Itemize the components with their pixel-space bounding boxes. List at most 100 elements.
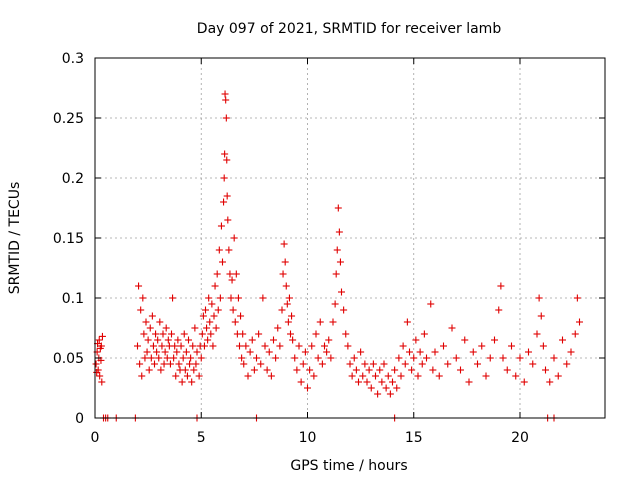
data-point <box>217 222 225 230</box>
data-point <box>512 372 520 380</box>
data-point <box>427 300 435 308</box>
data-point <box>278 306 286 314</box>
data-point <box>141 354 149 362</box>
data-point <box>191 324 199 332</box>
data-point <box>378 378 386 386</box>
data-point <box>297 378 305 386</box>
data-point <box>554 372 562 380</box>
data-point <box>525 348 532 356</box>
data-point <box>331 300 339 308</box>
data-point <box>410 354 418 362</box>
data-point <box>348 372 356 380</box>
data-point <box>223 192 231 200</box>
data-point <box>355 378 362 386</box>
data-point <box>329 318 337 326</box>
data-point <box>143 348 151 356</box>
y-tick-label: 0.1 <box>62 291 84 307</box>
data-point <box>193 348 201 356</box>
data-point <box>144 336 152 344</box>
data-point <box>332 270 340 278</box>
data-point <box>299 360 307 368</box>
data-point <box>499 354 507 362</box>
data-point <box>152 330 160 338</box>
data-point <box>559 336 566 344</box>
data-point <box>200 342 208 350</box>
data-point <box>444 360 452 368</box>
data-point <box>412 336 420 344</box>
data-point <box>206 318 214 326</box>
data-point <box>482 372 490 380</box>
data-point <box>156 318 164 326</box>
data-point <box>287 330 294 338</box>
data-point <box>168 330 175 338</box>
grid-lines <box>95 58 605 418</box>
data-point <box>529 360 537 368</box>
data-point <box>96 372 104 380</box>
data-point <box>391 366 399 374</box>
data-point <box>160 360 168 368</box>
data-point <box>461 336 469 344</box>
data-point <box>267 372 275 380</box>
data-point <box>153 348 161 356</box>
data-point <box>429 366 437 374</box>
data-point <box>469 348 477 356</box>
data-point <box>478 342 486 350</box>
data-point <box>369 360 377 368</box>
data-point <box>138 372 146 380</box>
data-point <box>338 288 345 296</box>
data-point <box>228 276 236 284</box>
data-point <box>209 342 217 350</box>
x-tick-label: 15 <box>405 430 423 446</box>
data-point <box>308 342 316 350</box>
data-point <box>146 324 154 332</box>
data-point <box>92 360 100 368</box>
data-point <box>225 246 233 254</box>
data-point <box>234 294 242 302</box>
data-point <box>546 378 554 386</box>
data-point <box>361 360 369 368</box>
data-point <box>397 372 405 380</box>
data-point <box>220 198 228 206</box>
data-point <box>169 294 177 302</box>
x-tick-label: 10 <box>299 430 317 446</box>
data-point <box>465 378 473 386</box>
x-tick-label: 0 <box>91 430 100 446</box>
data-point <box>227 294 235 302</box>
data-point <box>208 300 216 308</box>
data-point <box>139 294 147 302</box>
data-point <box>276 342 284 350</box>
data-point <box>403 318 411 326</box>
data-points <box>92 90 583 422</box>
data-point <box>178 378 186 386</box>
data-point <box>340 306 348 314</box>
data-point <box>197 354 205 362</box>
data-point <box>179 354 187 362</box>
data-point <box>291 354 299 362</box>
data-point <box>344 342 352 350</box>
data-point <box>533 330 541 338</box>
data-point <box>334 204 342 212</box>
data-point <box>401 360 409 368</box>
data-point <box>212 324 220 332</box>
data-point <box>282 282 290 290</box>
data-point <box>416 348 424 356</box>
data-point <box>232 270 240 278</box>
data-point <box>188 378 196 386</box>
data-point <box>175 360 183 368</box>
data-point <box>440 342 447 350</box>
data-point <box>214 306 222 314</box>
data-point <box>265 348 273 356</box>
data-point <box>382 384 390 392</box>
data-point <box>192 360 200 368</box>
y-tick-label: 0.3 <box>62 51 84 67</box>
y-tick-label: 0 <box>75 411 84 427</box>
data-point <box>195 372 203 380</box>
data-point <box>98 378 106 386</box>
data-point <box>520 378 528 386</box>
data-point <box>367 384 375 392</box>
data-point <box>216 294 224 302</box>
data-point <box>203 324 211 332</box>
data-point <box>246 348 254 356</box>
data-point <box>190 366 198 374</box>
